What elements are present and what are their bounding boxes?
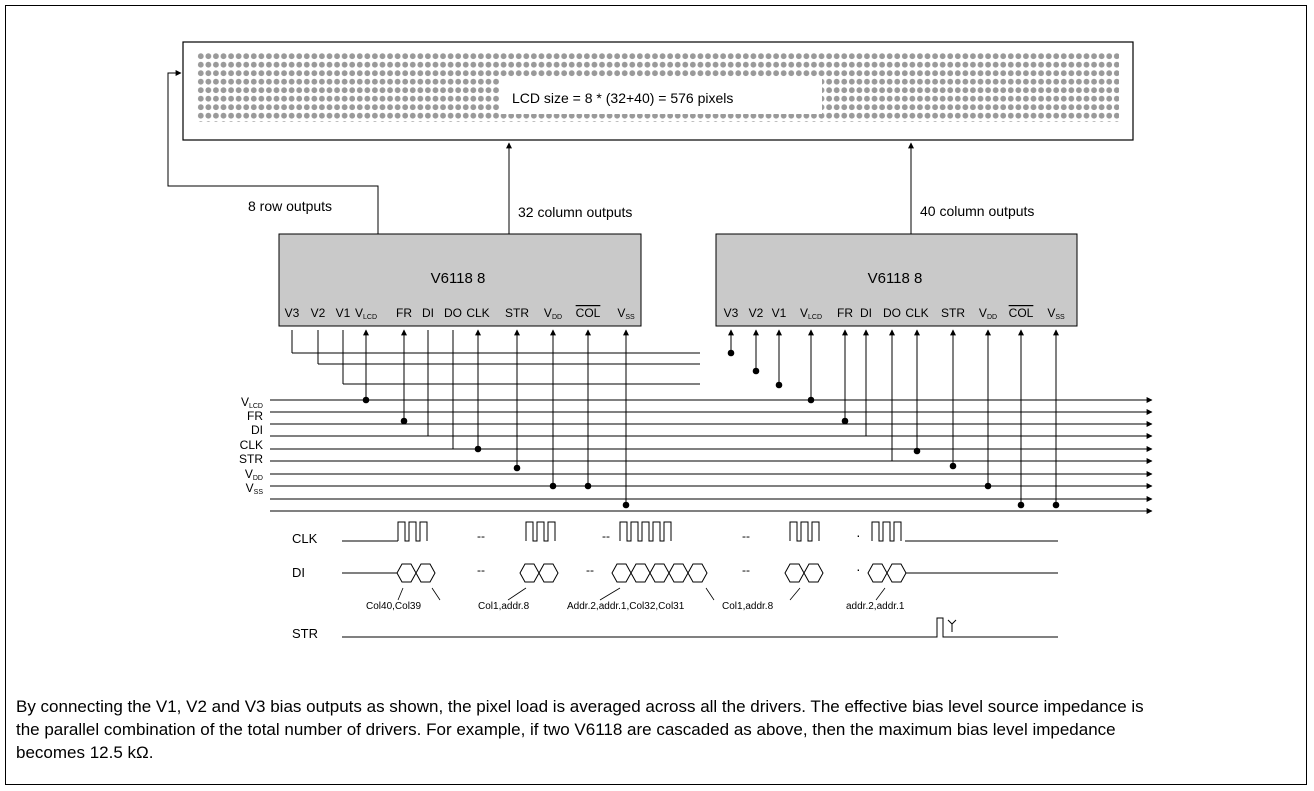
di-bit-868-1 bbox=[886, 563, 907, 583]
bus-label-vss: VSS bbox=[246, 481, 264, 496]
junction-right-2 bbox=[775, 381, 783, 389]
bus-lines bbox=[270, 329, 1153, 514]
str-waveform bbox=[342, 617, 1058, 638]
junction-dots bbox=[362, 349, 1060, 509]
junction-right-9 bbox=[984, 482, 992, 490]
junction-left-9 bbox=[549, 482, 557, 490]
lcd-panel: LCD size = 8 * (32+40) = 576 pixels bbox=[182, 41, 1134, 141]
di-bit-785-1 bbox=[803, 563, 824, 583]
timing-dot-4: · bbox=[856, 527, 861, 543]
clk-pulse-group-790 bbox=[789, 521, 820, 542]
bus-label-fr: FR bbox=[247, 409, 263, 423]
di-bit-612-3 bbox=[668, 563, 689, 583]
timing-label-di: DI bbox=[292, 565, 305, 580]
di-bit-868-0 bbox=[867, 563, 888, 583]
timing-dots-2: -- bbox=[602, 529, 610, 543]
junction-right-11 bbox=[1052, 501, 1060, 509]
timing-annotation-leaders bbox=[397, 587, 886, 601]
junction-right-8 bbox=[949, 462, 957, 470]
pin-right-col: COL bbox=[1009, 306, 1034, 320]
junction-right-4 bbox=[841, 417, 849, 425]
pin-left-do: DO bbox=[444, 306, 462, 320]
pin-left-v2: V2 bbox=[311, 306, 326, 320]
di-bit-612-4 bbox=[687, 563, 708, 583]
di-bit-520-0 bbox=[519, 563, 540, 583]
pin-right-v3: V3 bbox=[724, 306, 739, 320]
junction-right-7 bbox=[913, 447, 921, 455]
di-waveform bbox=[342, 563, 1058, 583]
bus-label-vlcd: VLCD bbox=[241, 395, 263, 410]
timing-dots-7: -- bbox=[742, 563, 750, 577]
junction-left-10 bbox=[584, 482, 592, 490]
timing-dots-3: -- bbox=[742, 529, 750, 543]
clk-pulse-group-872 bbox=[871, 521, 902, 542]
di-bit-785-0 bbox=[784, 563, 805, 583]
driver-right: V6118 8 bbox=[715, 233, 1078, 327]
bus-label-vdd: VDD bbox=[245, 467, 263, 482]
pin-left-clk: CLK bbox=[466, 306, 489, 320]
di-bit-397-1 bbox=[415, 563, 436, 583]
timing-dots-1: -- bbox=[477, 529, 485, 543]
pin-right-di: DI bbox=[860, 306, 872, 320]
col-outputs-right-label: 40 column outputs bbox=[920, 203, 1034, 219]
output-connections bbox=[167, 70, 914, 234]
timing-label-clk: CLK bbox=[292, 531, 318, 546]
pin-left-v3: V3 bbox=[285, 306, 300, 320]
pin-right-str: STR bbox=[941, 306, 965, 320]
pin-left-di: DI bbox=[422, 306, 434, 320]
timing-dots-5: -- bbox=[477, 563, 485, 577]
timing-label-str: STR bbox=[292, 626, 318, 641]
di-bit-612-2 bbox=[649, 563, 670, 583]
junction-right-3 bbox=[807, 396, 815, 404]
driver-left: V6118 8 bbox=[278, 233, 642, 327]
timing-diagram: CLK DI STR -- -- -- · -- -- -- · Col40,C… bbox=[292, 521, 1058, 641]
figure-frame bbox=[5, 5, 1307, 785]
row-outputs-label: 8 row outputs bbox=[248, 198, 332, 214]
bus-label-clk: CLK bbox=[240, 438, 263, 452]
bus-label-str: STR bbox=[239, 452, 263, 466]
annotation-col40-col39: Col40,Col39 bbox=[366, 601, 421, 612]
junction-left-11 bbox=[622, 501, 630, 509]
annotation-addr2-addr1: addr.2,addr.1 bbox=[846, 601, 905, 612]
di-bit-397-0 bbox=[396, 563, 417, 583]
pin-labels: V3 V2 V1 VLCD FR DI DO CLK STR VDD COL VSS V3 V2 V1 VLC… bbox=[285, 306, 1065, 321]
pin-right-do: DO bbox=[883, 306, 901, 320]
di-bit-520-1 bbox=[538, 563, 559, 583]
figure-caption: By connecting the V1, V2 and V3 bias out… bbox=[16, 697, 1144, 762]
annotation-addr-col32-col31: Addr.2,addr.1,Col32,Col31 bbox=[567, 601, 685, 612]
clk-pulse-group-620 bbox=[619, 521, 672, 542]
pin-right-fr: FR bbox=[837, 306, 853, 320]
junction-left-4 bbox=[400, 417, 408, 425]
di-bit-612-0 bbox=[611, 563, 632, 583]
pin-left-str: STR bbox=[505, 306, 529, 320]
annotation-col1-addr8-a: Col1,addr.8 bbox=[478, 601, 530, 612]
clk-waveform bbox=[342, 521, 1058, 542]
annotation-col1-addr8-b: Col1,addr.8 bbox=[722, 601, 774, 612]
timing-dots-6: -- bbox=[586, 563, 594, 577]
junction-right-1 bbox=[752, 367, 760, 375]
pin-left-v1: V1 bbox=[336, 306, 351, 320]
junction-left-8 bbox=[513, 464, 521, 472]
junction-left-7 bbox=[474, 445, 482, 453]
pin-right-v2: V2 bbox=[749, 306, 764, 320]
bus-label-di: DI bbox=[251, 423, 263, 437]
pin-left-fr: FR bbox=[396, 306, 412, 320]
pin-right-clk: CLK bbox=[905, 306, 928, 320]
lcd-size-label: LCD size = 8 * (32+40) = 576 pixels bbox=[512, 90, 733, 106]
junction-left-3 bbox=[362, 396, 370, 404]
junction-right-10 bbox=[1017, 501, 1025, 509]
clk-pulse-group-398 bbox=[397, 521, 428, 542]
pin-left-col: COL bbox=[576, 306, 601, 320]
driver-left-name: V6118 8 bbox=[431, 270, 486, 287]
pin-right-v1: V1 bbox=[772, 306, 787, 320]
driver-right-name: V6118 8 bbox=[868, 270, 923, 287]
junction-right-0 bbox=[727, 349, 735, 357]
cascade-diagram: LCD size = 8 * (32+40) = 576 pixels 8 ro… bbox=[167, 41, 1153, 641]
di-bit-612-1 bbox=[630, 563, 651, 583]
clk-pulse-group-526 bbox=[525, 521, 556, 542]
timing-dot-8: · bbox=[856, 561, 861, 577]
col-outputs-left-label: 32 column outputs bbox=[518, 204, 632, 220]
